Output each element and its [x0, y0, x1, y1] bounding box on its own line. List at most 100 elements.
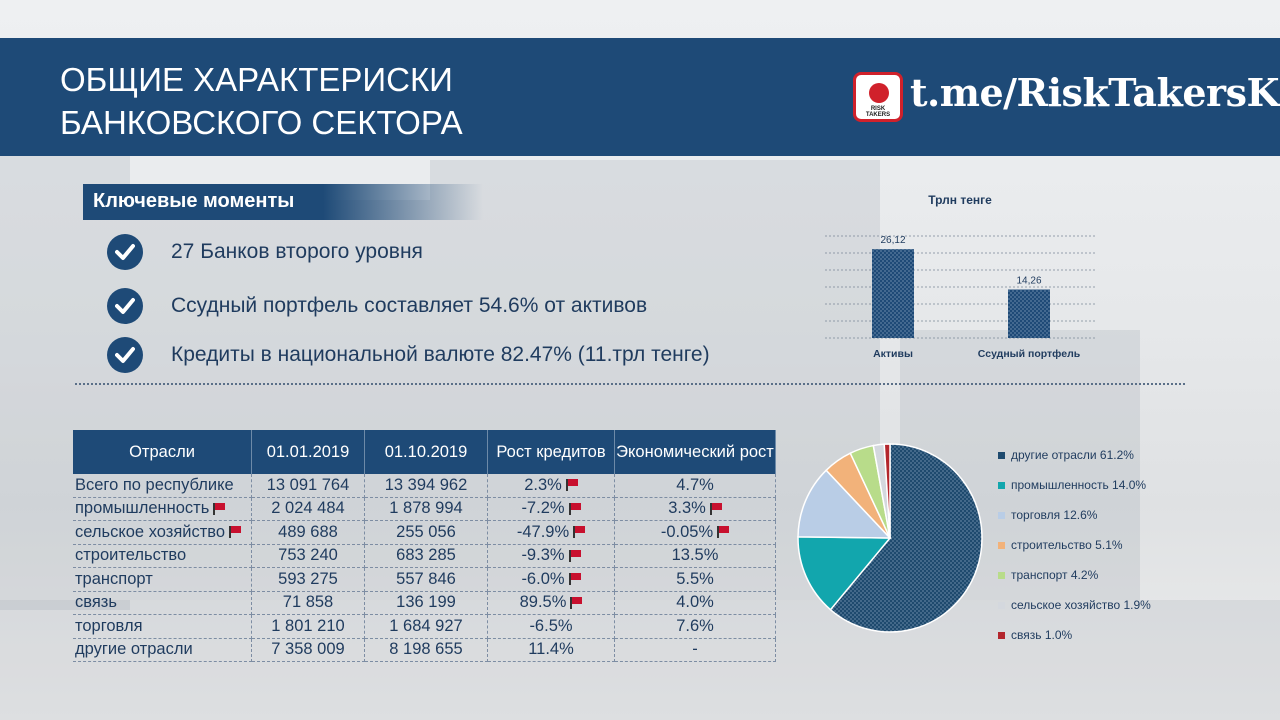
red-flag-icon — [568, 549, 581, 562]
category-label: Активы — [873, 348, 913, 360]
table-cell: 4.7% — [614, 474, 776, 498]
table-cell: связь — [73, 591, 252, 615]
table-cell: 1 684 927 — [364, 614, 488, 639]
table-cell: 1 878 994 — [364, 497, 488, 521]
table-cell: строительство — [73, 544, 252, 568]
table-cell: 1 801 210 — [251, 614, 365, 639]
table-row: другие отрасли 7 358 009 8 198 655 11.4% - — [73, 638, 776, 662]
pie-slice — [829, 443, 983, 633]
table-cell: 3.3% — [614, 497, 776, 521]
table-cell: 753 240 — [251, 544, 365, 568]
red-flag-icon — [570, 596, 583, 609]
table-cell: 13.5% — [614, 544, 776, 568]
red-flag-icon — [709, 502, 722, 515]
table-cell: -0.05% — [614, 520, 776, 545]
bar-chart-title: Трлн тенге — [928, 193, 992, 207]
legend-swatch — [998, 602, 1005, 609]
legend-item: другие отрасли 61.2% — [998, 448, 1151, 478]
pie-slice — [797, 536, 892, 611]
table-cell: 2.3% — [487, 474, 615, 498]
table-cell: -47.9% — [487, 520, 615, 545]
table-cell: 13 394 962 — [364, 474, 488, 498]
column-header: Рост кредитов — [487, 430, 615, 474]
table-cell: 2 024 484 — [251, 497, 365, 521]
key-points-heading: Ключевые моменты — [83, 184, 483, 220]
table-row: связь 71 858 136 199 89.5% 4.0% — [73, 591, 776, 615]
legend-item: строительство 5.1% — [998, 538, 1151, 568]
table-cell: 71 858 — [251, 591, 365, 615]
table-row: торговля 1 801 210 1 684 927 -6.5% 7.6% — [73, 614, 776, 639]
table-cell: -6.5% — [487, 614, 615, 639]
column-header: 01.10.2019 — [364, 430, 488, 474]
red-flag-icon — [213, 502, 226, 515]
table-cell: другие отрасли — [73, 638, 252, 662]
red-flag-icon — [573, 526, 586, 539]
risk-takers-logo[interactable]: RISK TAKERS — [853, 72, 903, 122]
key-point-item: Ссудный портфель составляет 54.6% от акт… — [107, 288, 807, 324]
column-header: Экономический рост — [614, 430, 776, 474]
table-row: Всего по республике 13 091 764 13 394 962 2… — [73, 474, 776, 498]
table-cell: 557 846 — [364, 567, 488, 592]
table-cell: 8 198 655 — [364, 638, 488, 662]
table-cell: Всего по республике — [73, 474, 252, 498]
key-point-item: Кредиты в национальной валюте 82.47% (11… — [107, 337, 807, 373]
table-cell: 89.5% — [487, 591, 615, 615]
legend-swatch — [998, 542, 1005, 549]
red-flag-icon — [565, 479, 578, 492]
table-cell: -7.2% — [487, 497, 615, 521]
table-cell: 11.4% — [487, 638, 615, 662]
legend-swatch — [998, 482, 1005, 489]
bar — [872, 249, 914, 338]
table-cell: 4.0% — [614, 591, 776, 615]
table-cell: 136 199 — [364, 591, 488, 615]
table-cell: 489 688 — [251, 520, 365, 545]
table-cell: 593 275 — [251, 567, 365, 592]
table-cell: 7 358 009 — [251, 638, 365, 662]
page-title: ОБЩИЕ ХАРАКТЕРИСКИ БАНКОВСКОГО СЕКТОРА — [60, 61, 463, 141]
bar-value-label: 14,26 — [1016, 276, 1041, 287]
legend-item: торговля 12.6% — [998, 508, 1151, 538]
table-cell: 683 285 — [364, 544, 488, 568]
check-icon — [107, 337, 143, 373]
table-cell: - — [614, 638, 776, 662]
assets-bar-chart: 26,12 Активы 14,26 Ссудный портфель — [825, 235, 1097, 360]
table-cell: -9.3% — [487, 544, 615, 568]
bar — [1008, 289, 1050, 338]
table-cell: -6.0% — [487, 567, 615, 592]
legend-swatch — [998, 572, 1005, 579]
table-cell: промышленность — [73, 497, 252, 521]
check-icon — [107, 288, 143, 324]
check-icon — [107, 234, 143, 270]
legend-item: связь 1.0% — [998, 628, 1151, 658]
industry-pie-chart — [797, 443, 983, 633]
legend-swatch — [998, 632, 1005, 639]
red-flag-icon — [568, 502, 581, 515]
pie-slice — [883, 443, 891, 539]
header-banner: ОБЩИЕ ХАРАКТЕРИСКИ БАНКОВСКОГО СЕКТОРА — [0, 38, 1280, 156]
red-flag-icon — [717, 526, 730, 539]
red-flag-icon — [568, 573, 581, 586]
column-header: Отрасли — [73, 430, 252, 474]
legend-swatch — [998, 512, 1005, 519]
bar-value-label: 26,12 — [880, 235, 905, 246]
table-row: сельское хозяйство 489 688 255 056 -47.9% -0… — [73, 520, 776, 545]
table-row: промышленность 2 024 484 1 878 994 -7.2% 3.3… — [73, 497, 776, 521]
pie-legend: другие отрасли 61.2% промышленность 14.0%… — [998, 448, 1151, 658]
legend-item: промышленность 14.0% — [998, 478, 1151, 508]
industry-credit-table: Отрасли 01.01.2019 01.10.2019 Рост креди… — [73, 430, 776, 662]
table-cell: транспорт — [73, 567, 252, 592]
legend-item: сельское хозяйство 1.9% — [998, 598, 1151, 628]
legend-swatch — [998, 452, 1005, 459]
table-header-row: Отрасли 01.01.2019 01.10.2019 Рост креди… — [73, 430, 776, 474]
section-divider — [75, 383, 1185, 385]
table-cell: 13 091 764 — [251, 474, 365, 498]
pie-slice — [797, 469, 892, 539]
column-header: 01.01.2019 — [251, 430, 365, 474]
table-cell: 7.6% — [614, 614, 776, 639]
telegram-channel-link[interactable]: t.me/RiskTakersKZ — [910, 70, 1280, 115]
table-row: транспорт 593 275 557 846 -6.0% 5.5% — [73, 567, 776, 592]
table-row: строительство 753 240 683 285 -9.3% 13.5% — [73, 544, 776, 568]
legend-item: транспорт 4.2% — [998, 568, 1151, 598]
table-cell: торговля — [73, 614, 252, 639]
red-flag-icon — [229, 526, 242, 539]
